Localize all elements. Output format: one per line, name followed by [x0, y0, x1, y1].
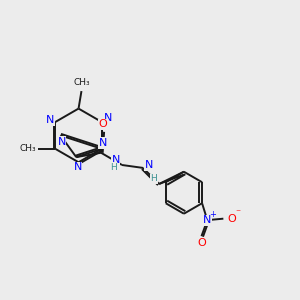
- Text: N: N: [203, 215, 212, 225]
- Text: ⁻: ⁻: [236, 208, 241, 218]
- Text: N: N: [46, 115, 54, 125]
- Text: O: O: [227, 214, 236, 224]
- Text: O: O: [197, 238, 206, 248]
- Text: CH₃: CH₃: [19, 144, 36, 153]
- Text: H: H: [110, 163, 117, 172]
- Text: H: H: [151, 174, 157, 183]
- Text: N: N: [99, 138, 107, 148]
- Text: N: N: [103, 112, 112, 123]
- Text: N: N: [58, 137, 66, 147]
- Text: N: N: [111, 155, 120, 165]
- Text: +: +: [209, 210, 216, 219]
- Text: N: N: [145, 160, 153, 170]
- Text: O: O: [99, 119, 107, 130]
- Text: N: N: [74, 163, 82, 172]
- Text: CH₃: CH₃: [73, 78, 90, 87]
